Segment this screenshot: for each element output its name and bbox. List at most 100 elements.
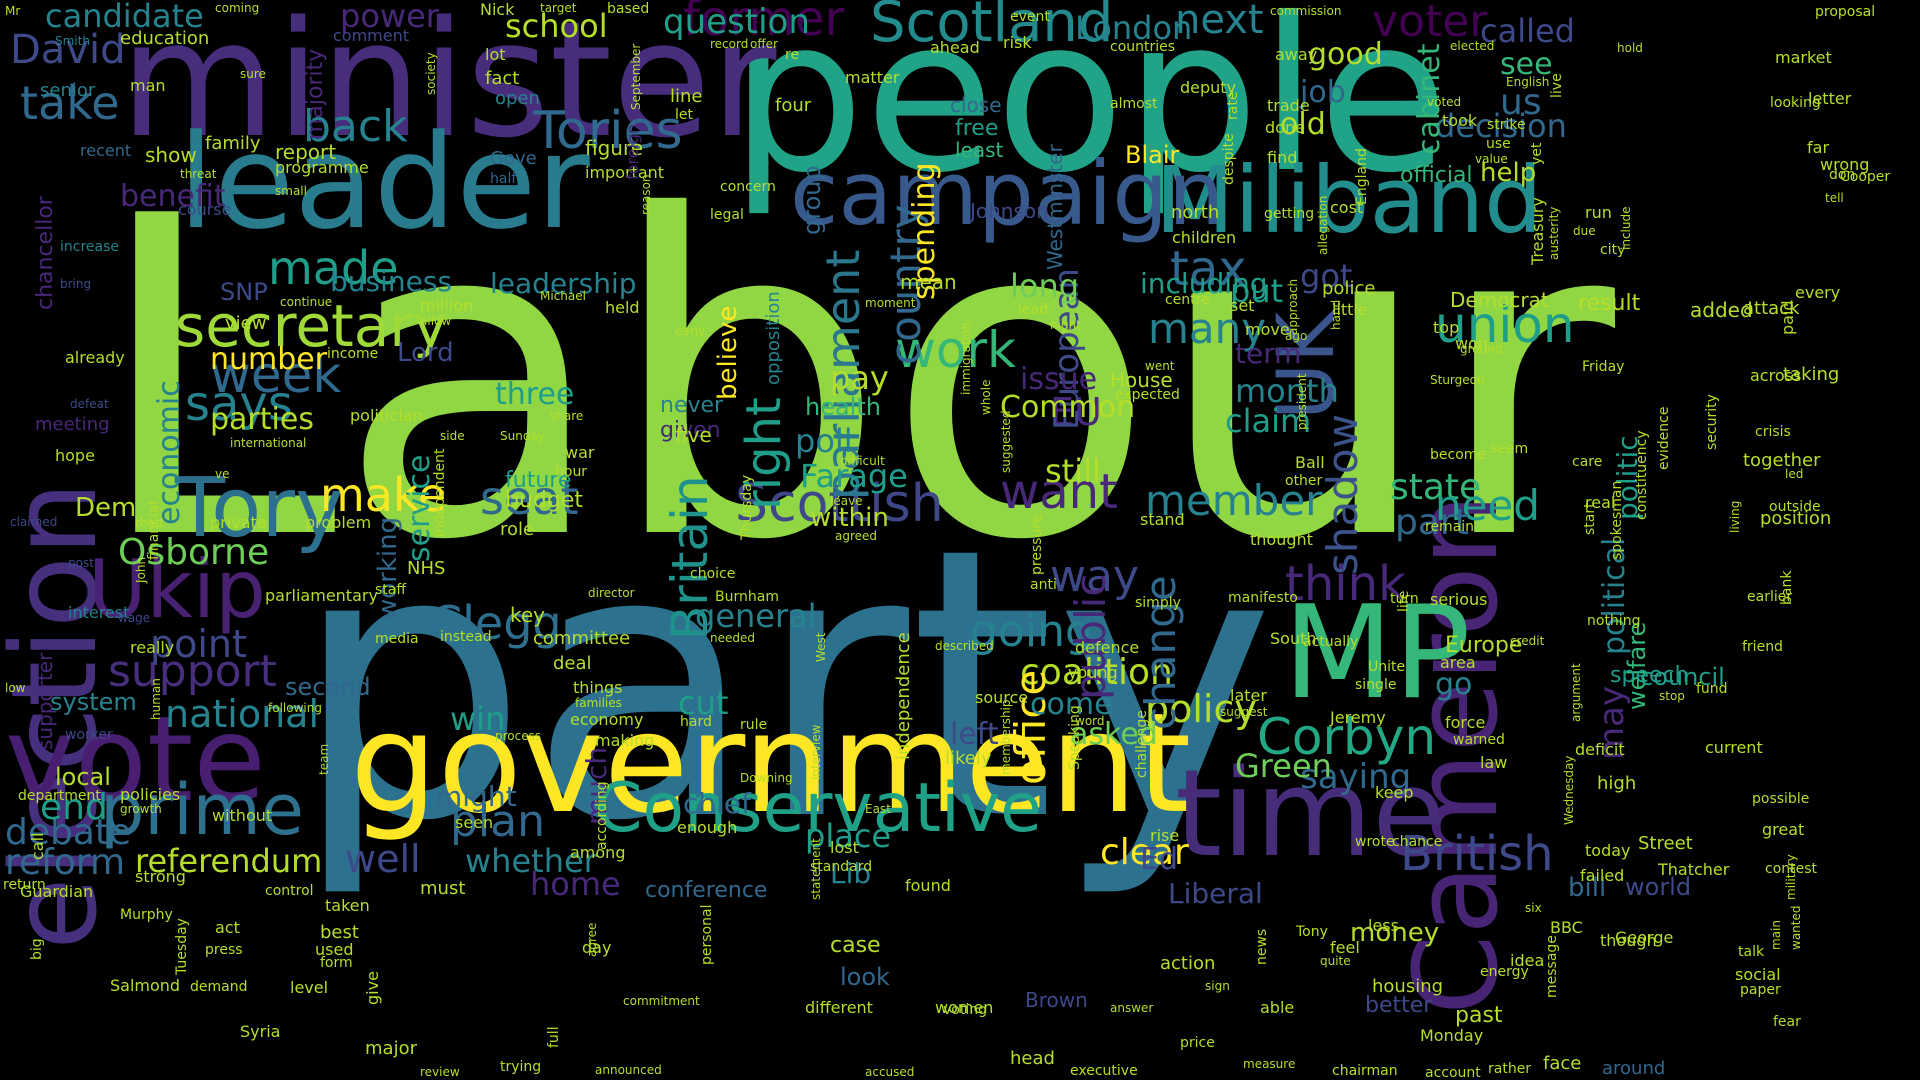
word-believe: believe: [713, 305, 743, 400]
word-three: three: [495, 377, 575, 412]
word-wage: wage: [118, 611, 151, 625]
word-chancellor: chancellor: [33, 196, 58, 310]
word-process: process: [495, 729, 542, 743]
word-young: young: [1068, 663, 1118, 682]
word-lot: lot: [485, 45, 506, 64]
word-six: six: [1525, 901, 1542, 915]
word-rule: rule: [740, 717, 768, 733]
word-find: find: [1267, 148, 1298, 167]
word-life: life: [1396, 590, 1412, 612]
word-argument: argument: [1569, 663, 1583, 722]
word-friend: friend: [1742, 639, 1783, 655]
word-night: night: [1050, 318, 1081, 332]
word-clegg: Clegg: [430, 596, 562, 650]
word-coalition: coalition: [1020, 652, 1173, 693]
word-standard: standard: [810, 859, 873, 875]
word-remain: remain: [1425, 519, 1475, 535]
word-face: face: [1543, 1053, 1582, 1074]
word-difficult: difficult: [840, 454, 885, 468]
word-ukip: Ukip: [88, 543, 266, 636]
word-east: East: [865, 802, 891, 816]
word-people: people: [730, 0, 1449, 219]
word-syria: Syria: [240, 1022, 281, 1041]
word-defence: defence: [1075, 638, 1140, 657]
word-taken: taken: [325, 896, 370, 915]
word-bbc: BBC: [1550, 918, 1583, 937]
word-wrote: wrote: [1355, 834, 1395, 850]
word-jeremy: Jeremy: [1330, 708, 1386, 727]
word-social: social: [1735, 965, 1781, 984]
word-referendum: referendum: [135, 842, 323, 880]
word-north: north: [1171, 202, 1220, 223]
word-george: George: [1615, 928, 1674, 947]
word-support: support: [108, 646, 277, 697]
word-opposition: opposition: [763, 291, 784, 385]
word-money: money: [1350, 918, 1440, 948]
word-ve: ve: [215, 467, 230, 481]
word-trade: trade: [1267, 96, 1310, 115]
word-elected: elected: [1450, 39, 1495, 53]
word-across: across: [1750, 366, 1802, 385]
word-issue: issue: [1020, 362, 1098, 397]
word-far: far: [1807, 138, 1830, 157]
word-saying: saying: [1300, 757, 1412, 797]
word-full: full: [546, 1026, 562, 1048]
word-common: Common: [1000, 390, 1136, 425]
word-future: future: [505, 468, 572, 493]
word-parliamentary: parliamentary: [265, 586, 378, 605]
word-simply: simply: [1135, 595, 1181, 611]
word-getting: getting: [1264, 206, 1315, 222]
word-thatcher: Thatcher: [1658, 860, 1730, 879]
word-downing: Downing: [740, 771, 793, 785]
word-agree: agree: [585, 922, 599, 957]
word-past: past: [1455, 1003, 1503, 1028]
word-seen: seen: [455, 813, 494, 832]
word-interview: interview: [809, 724, 823, 780]
word-return: return: [3, 877, 46, 893]
word-unite: Unite: [1368, 659, 1406, 675]
word-act: act: [215, 918, 240, 937]
word-cut: cut: [678, 684, 729, 722]
word-almost: almost: [1110, 96, 1158, 112]
word-ago: ago: [1285, 329, 1308, 343]
word-west: West: [814, 632, 828, 662]
word-case: case: [830, 933, 881, 958]
word-better: better: [1365, 993, 1433, 1018]
word-called: called: [1480, 12, 1575, 50]
word-thursday: Thursday: [739, 474, 755, 540]
word-seat: seat: [480, 471, 579, 525]
word-different: different: [805, 998, 873, 1017]
word-little: little: [1332, 300, 1368, 319]
word-number: number: [210, 342, 328, 377]
word-gove: Gove: [490, 148, 537, 169]
word-within: within: [810, 503, 889, 533]
word-murphy: Murphy: [120, 907, 173, 923]
word-former: former: [683, 0, 845, 47]
word-government: government: [350, 683, 1192, 844]
word-clear: clear: [1100, 832, 1189, 873]
word-second: second: [285, 673, 371, 701]
word-every: every: [1795, 283, 1841, 302]
word-actually: actually: [1303, 634, 1359, 650]
word-four: four: [775, 95, 812, 116]
word-position: position: [1760, 508, 1832, 529]
word-democrat: Democrat: [1450, 288, 1549, 312]
word-pay: pay: [830, 359, 889, 397]
word-line: line: [670, 86, 703, 107]
word-stop: stop: [1659, 689, 1685, 703]
word-least: least: [955, 138, 1004, 162]
word-economy: economy: [570, 710, 644, 729]
word-ground: ground: [1460, 342, 1503, 356]
word-education: education: [120, 28, 210, 49]
word-result: result: [1578, 291, 1641, 316]
word-society: society: [424, 52, 438, 95]
word-private: private: [210, 513, 267, 532]
word-big: big: [29, 938, 45, 960]
word-including: including: [1140, 267, 1268, 300]
word-financial: financial: [146, 500, 162, 560]
word-despite: despite: [1221, 133, 1237, 185]
word-international: international: [230, 436, 307, 450]
word-housing: housing: [1372, 976, 1444, 997]
word-moment: moment: [865, 296, 916, 310]
word-nhs: NHS: [407, 558, 446, 579]
